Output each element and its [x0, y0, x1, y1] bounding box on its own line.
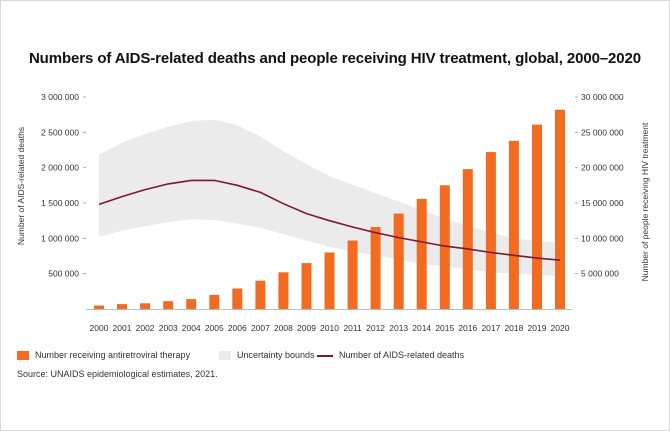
y-right-tick-label: 15 000 000: [581, 198, 624, 208]
x-tick-label-2007: 2007: [251, 323, 270, 333]
y-right-tick-label: 20 000 000: [581, 163, 624, 173]
x-tick-label-2004: 2004: [182, 323, 201, 333]
source-note: Source: UNAIDS epidemiological estimates…: [17, 369, 218, 379]
y-left-tick-label: 1 000 000: [41, 233, 79, 243]
bar-2015: [439, 185, 450, 309]
x-tick-label-2020: 2020: [551, 323, 570, 333]
bar-2006: [232, 288, 243, 309]
legend-item-band: Uncertainty bounds: [219, 350, 315, 361]
y-right-tick-label: 10 000 000: [581, 233, 624, 243]
bar-2003: [163, 301, 174, 309]
y-left-tick-label: 2 000 000: [41, 163, 79, 173]
bar-2020: [555, 109, 565, 309]
y-left-tick-label: 3 000 000: [41, 92, 79, 102]
x-tick-label-2012: 2012: [366, 323, 385, 333]
deaths-line-layer: [98, 179, 561, 261]
x-tick-label-2001: 2001: [113, 323, 132, 333]
bar-2002: [140, 303, 151, 309]
bar-2014: [416, 198, 427, 309]
bar-2000: [94, 305, 104, 309]
x-tick-label-2003: 2003: [159, 323, 178, 333]
x-tick-label-2016: 2016: [458, 323, 477, 333]
bar-layer: [94, 109, 565, 309]
y-axis-right-label: Number of people receiving HIV treatment: [640, 122, 650, 281]
bar-2011: [347, 240, 358, 309]
legend-item-bars: Number receiving antiretroviral therapy: [17, 350, 191, 361]
legend-swatch-bars: [17, 351, 29, 361]
x-tick-label-2018: 2018: [504, 323, 523, 333]
y-right-tick-label: 5 000 000: [581, 269, 619, 279]
x-tick-label-2019: 2019: [528, 323, 547, 333]
y-left-tick-label: 500 000: [48, 269, 79, 279]
y-right-tick-label: 25 000 000: [581, 127, 624, 137]
bar-2018: [508, 140, 519, 309]
x-tick-label-2005: 2005: [205, 323, 224, 333]
y-axis-left-label: Number of AIDS-related deaths: [16, 127, 26, 245]
x-tick-label-2013: 2013: [389, 323, 408, 333]
bar-2001: [117, 304, 127, 309]
legend-label-line: Number of AIDS-related deaths: [339, 350, 465, 360]
bar-2019: [532, 124, 542, 309]
bar-2008: [278, 272, 289, 309]
deaths-line: [98, 179, 561, 261]
x-tick-label-2010: 2010: [320, 323, 339, 333]
legend-swatch-line: [317, 354, 333, 357]
legend-label-bars: Number receiving antiretroviral therapy: [35, 350, 191, 360]
x-tick-label-2014: 2014: [412, 323, 431, 333]
x-tick-label-2002: 2002: [136, 323, 155, 333]
x-tick-label-2015: 2015: [435, 323, 454, 333]
bar-2016: [462, 169, 473, 309]
legend-label-band: Uncertainty bounds: [237, 350, 315, 360]
bar-2005: [209, 294, 220, 309]
bar-2009: [301, 263, 312, 309]
x-tick-label-2017: 2017: [481, 323, 500, 333]
bar-2017: [485, 152, 496, 309]
bar-2012: [370, 227, 381, 309]
legend-item-line: Number of AIDS-related deaths: [317, 350, 464, 360]
x-tick-label-2008: 2008: [274, 323, 293, 333]
axis-layer: 3 000 000 2 500 000 2 000 000 1 500 000 1 00…: [41, 92, 624, 333]
bar-2010: [324, 252, 335, 309]
bar-2013: [393, 213, 404, 309]
chart-title: Numbers of AIDS-related deaths and peopl…: [28, 50, 642, 67]
bar-2004: [186, 299, 197, 309]
x-tick-label-2000: 2000: [90, 323, 109, 333]
legend-swatch-band: [219, 351, 231, 361]
bar-2007: [255, 280, 266, 309]
x-tick-label-2009: 2009: [297, 323, 316, 333]
y-left-tick-label: 2 500 000: [41, 127, 79, 137]
x-tick-label-2011: 2011: [343, 323, 362, 333]
y-right-tick-label: 30 000 000: [581, 92, 624, 102]
y-left-tick-label: 1 500 000: [41, 198, 79, 208]
x-tick-label-2006: 2006: [228, 323, 247, 333]
